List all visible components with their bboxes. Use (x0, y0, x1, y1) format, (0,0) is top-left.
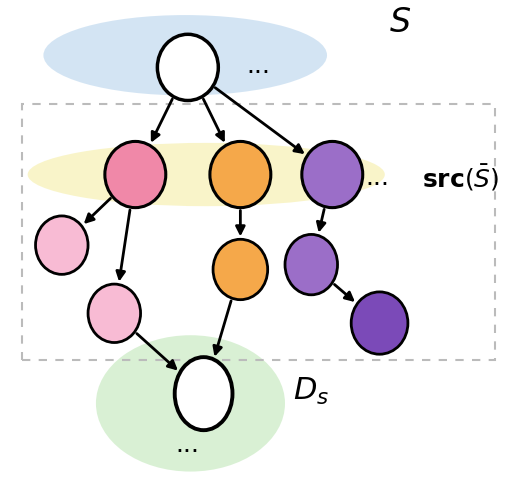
Ellipse shape (96, 335, 285, 471)
Bar (22, 104, 495, 360)
Text: ...: ... (365, 166, 389, 190)
Text: $S$: $S$ (390, 6, 412, 39)
Ellipse shape (210, 142, 271, 208)
Ellipse shape (175, 357, 232, 430)
Ellipse shape (302, 142, 363, 208)
Text: $\mathbf{src}(\bar{S})$: $\mathbf{src}(\bar{S})$ (421, 163, 499, 193)
Ellipse shape (88, 284, 140, 343)
Text: ...: ... (247, 54, 271, 78)
Ellipse shape (35, 216, 88, 274)
Ellipse shape (105, 142, 166, 208)
Ellipse shape (285, 234, 337, 295)
Ellipse shape (43, 15, 327, 96)
Ellipse shape (351, 292, 408, 354)
Ellipse shape (157, 34, 218, 100)
Text: ...: ... (176, 433, 200, 457)
Ellipse shape (27, 143, 385, 206)
Ellipse shape (213, 239, 268, 300)
Text: $D_s$: $D_s$ (293, 376, 329, 407)
